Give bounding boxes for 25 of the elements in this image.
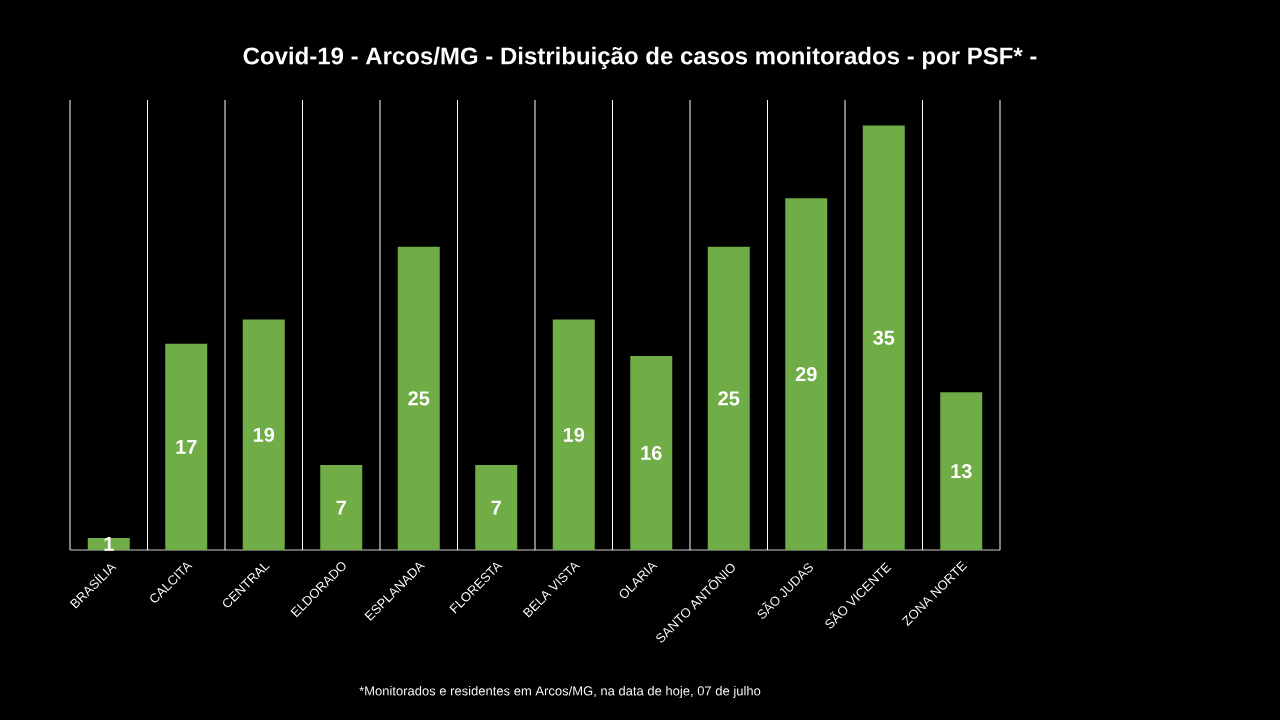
- bar: [707, 246, 750, 550]
- data-label: 7: [491, 500, 501, 515]
- bar: [785, 198, 828, 550]
- bar: [165, 343, 208, 550]
- bar: [320, 465, 363, 550]
- data-label: 1: [104, 537, 114, 551]
- bar: [862, 125, 905, 550]
- data-label: 29: [795, 367, 817, 382]
- bar: [475, 465, 518, 550]
- data-label: 25: [408, 391, 430, 406]
- data-label: 17: [176, 440, 197, 454]
- text: *Monitorados e residentes em Arcos/MG, na data de hoje, 07 de julho: [359, 685, 761, 699]
- bar: [242, 319, 285, 550]
- chart-title: Covid-19 - Arcos/MG - Distribuição de casos monitorados - por PSF* -: [243, 46, 1037, 70]
- data-label: 16: [641, 445, 662, 461]
- bar: [552, 319, 595, 550]
- data-label: 7: [336, 500, 346, 515]
- data-label: 19: [563, 427, 585, 442]
- data-label: 19: [253, 427, 275, 442]
- data-label: 13: [951, 464, 972, 479]
- data-label: 35: [873, 330, 895, 345]
- bar: [940, 392, 983, 550]
- bar: [630, 355, 673, 550]
- bar: [397, 246, 440, 550]
- data-label: 25: [718, 391, 740, 406]
